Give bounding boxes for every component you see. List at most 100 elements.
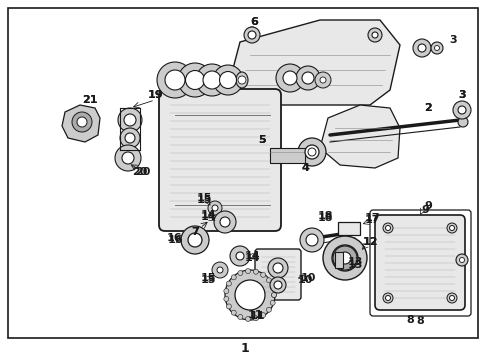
FancyBboxPatch shape [255, 249, 301, 300]
Circle shape [120, 128, 140, 148]
Text: 15: 15 [196, 195, 212, 205]
Circle shape [453, 101, 471, 119]
Text: 4: 4 [301, 163, 309, 173]
Circle shape [220, 72, 237, 89]
Text: 10: 10 [300, 273, 316, 283]
Text: 11: 11 [249, 311, 265, 321]
Circle shape [271, 292, 276, 297]
Text: 3: 3 [458, 90, 466, 100]
Circle shape [458, 117, 468, 127]
Circle shape [320, 77, 326, 83]
Polygon shape [230, 20, 400, 105]
Text: 4: 4 [301, 163, 309, 173]
Circle shape [250, 30, 254, 34]
Circle shape [245, 316, 250, 321]
Circle shape [261, 312, 266, 318]
Text: 9: 9 [421, 205, 429, 215]
Circle shape [418, 44, 426, 52]
Text: 10: 10 [297, 275, 313, 285]
Text: 7: 7 [191, 227, 199, 237]
Circle shape [72, 112, 92, 132]
Circle shape [181, 226, 209, 254]
Circle shape [220, 217, 230, 227]
Circle shape [458, 106, 466, 114]
Circle shape [188, 233, 202, 247]
Circle shape [332, 245, 358, 271]
Circle shape [203, 71, 221, 89]
Circle shape [231, 275, 236, 280]
Polygon shape [320, 105, 400, 168]
Circle shape [413, 39, 431, 57]
Circle shape [274, 281, 282, 289]
Circle shape [178, 63, 212, 97]
Text: 3: 3 [458, 90, 466, 100]
Circle shape [261, 273, 266, 278]
Circle shape [447, 293, 457, 303]
Circle shape [253, 316, 258, 321]
Circle shape [270, 300, 275, 305]
Circle shape [386, 296, 391, 301]
Circle shape [115, 145, 141, 171]
Circle shape [305, 145, 319, 159]
Text: 15: 15 [200, 275, 216, 285]
Circle shape [368, 28, 382, 42]
Text: 21: 21 [82, 95, 98, 105]
Text: 3: 3 [449, 35, 457, 45]
Circle shape [447, 223, 457, 233]
Text: 6: 6 [250, 17, 258, 27]
Circle shape [270, 285, 275, 290]
Circle shape [298, 138, 326, 166]
Circle shape [276, 64, 304, 92]
Text: 19: 19 [147, 90, 163, 100]
Circle shape [267, 307, 271, 312]
Circle shape [226, 304, 231, 309]
Text: 8: 8 [406, 315, 414, 325]
Text: 20: 20 [135, 167, 151, 177]
Bar [335, 252, 343, 268]
Text: 20: 20 [132, 167, 147, 177]
Circle shape [225, 270, 275, 320]
Circle shape [157, 62, 193, 98]
Text: 7: 7 [191, 227, 199, 237]
Circle shape [431, 42, 443, 54]
Text: 15: 15 [196, 193, 212, 203]
Circle shape [383, 223, 393, 233]
Circle shape [235, 280, 265, 310]
Text: 14: 14 [244, 253, 260, 263]
Circle shape [308, 148, 316, 156]
Circle shape [372, 32, 378, 38]
Circle shape [267, 278, 271, 283]
Circle shape [386, 225, 391, 230]
Text: 1: 1 [241, 342, 249, 355]
Text: 17: 17 [364, 213, 380, 223]
Circle shape [238, 270, 243, 275]
Text: 12: 12 [362, 237, 378, 247]
Circle shape [460, 257, 465, 262]
Text: 12: 12 [362, 237, 378, 247]
Text: 18: 18 [317, 213, 333, 223]
Circle shape [296, 66, 320, 90]
Circle shape [77, 117, 87, 127]
Circle shape [268, 258, 288, 278]
Text: 5: 5 [258, 135, 266, 145]
Circle shape [271, 292, 276, 297]
Text: 14: 14 [200, 212, 216, 222]
Text: 15: 15 [200, 273, 216, 283]
Circle shape [449, 225, 455, 230]
Circle shape [224, 289, 229, 293]
Text: 11: 11 [247, 310, 263, 320]
Circle shape [273, 263, 283, 273]
Circle shape [230, 246, 250, 266]
Circle shape [118, 108, 142, 132]
Circle shape [247, 27, 257, 37]
Text: 19: 19 [147, 90, 163, 100]
Text: 17: 17 [364, 215, 380, 225]
Circle shape [302, 72, 314, 84]
Text: 18: 18 [317, 211, 333, 221]
Text: 8: 8 [416, 316, 424, 326]
Text: 6: 6 [250, 17, 258, 27]
Ellipse shape [236, 72, 248, 88]
Circle shape [383, 293, 393, 303]
Circle shape [186, 71, 204, 90]
Circle shape [125, 133, 135, 143]
